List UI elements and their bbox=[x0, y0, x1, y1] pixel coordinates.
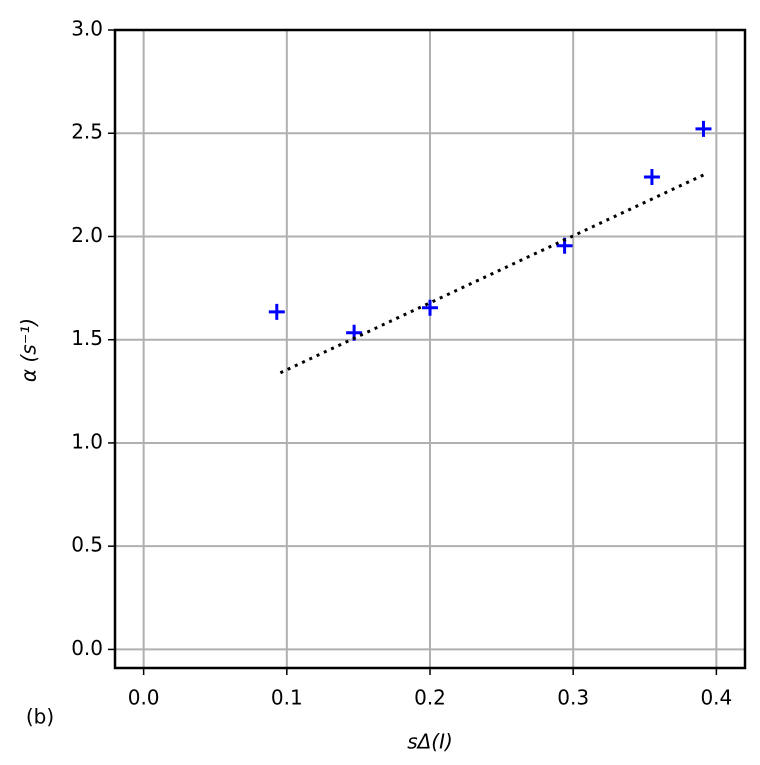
plus-marker bbox=[643, 169, 660, 186]
x-tick-label: 0.2 bbox=[414, 686, 446, 710]
y-axis-label: α (s⁻¹) bbox=[17, 318, 41, 382]
y-tick-label: 0.0 bbox=[71, 636, 103, 660]
y-tick-label: 1.0 bbox=[71, 429, 103, 453]
plus-marker bbox=[422, 299, 438, 316]
plus-marker bbox=[268, 303, 285, 320]
plus-marker bbox=[695, 120, 712, 137]
x-tick-label: 0.3 bbox=[557, 686, 589, 710]
plot-frame bbox=[113, 28, 747, 670]
panel-label: (b) bbox=[26, 705, 54, 729]
x-tick-label: 0.4 bbox=[700, 686, 732, 710]
x-tick-label: 0.0 bbox=[128, 686, 160, 710]
x-axis-label: sΔ(I) bbox=[407, 730, 453, 754]
y-tick-label: 0.5 bbox=[71, 533, 103, 557]
y-tick-label: 2.5 bbox=[71, 120, 103, 144]
y-tick-label: 1.5 bbox=[71, 326, 103, 350]
y-tick-label: 2.0 bbox=[71, 223, 103, 247]
fit-line bbox=[279, 173, 705, 375]
y-tick-label: 3.0 bbox=[71, 17, 103, 41]
x-tick-label: 0.1 bbox=[271, 686, 303, 710]
